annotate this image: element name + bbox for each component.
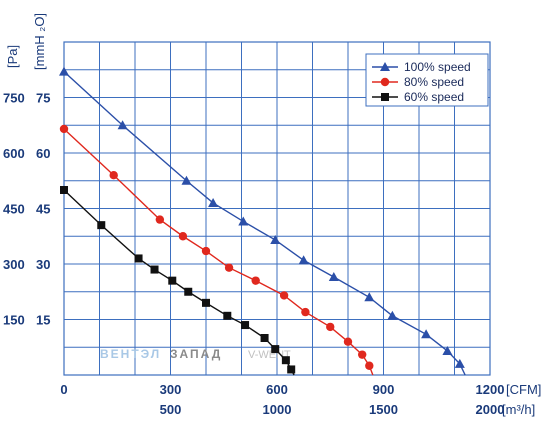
legend-label: 80% speed [404,75,464,89]
x-tick-cfm: 600 [266,382,288,397]
marker-circle [201,246,211,256]
x-tick-cfm: 300 [160,382,182,397]
marker-circle [301,307,310,317]
marker-square [150,265,159,274]
axis-labels: 0 300 600 900 1200 500 1000 1500 2000[CFM] [m³/h]… [3,13,541,417]
watermark: ВЕНТЭЛ ЗАПАД V-WENT [100,347,291,361]
marker-triangle [59,66,69,76]
marker-circle [380,77,390,87]
marker-circle [365,361,374,370]
series-line [63,128,374,376]
x-tick-m3h: 1000 [263,402,292,417]
marker-square [260,334,269,342]
legend-label: 60% speed [404,90,464,104]
marker-square [168,276,177,285]
marker-circle [59,124,69,134]
y-tick-mmh2o: 15 [36,313,50,328]
watermark-part1: ВЕНТЭЛ [100,347,161,361]
x-tick-cfm: 900 [373,382,395,397]
marker-circle [279,291,289,300]
x-tick-cfm: 0 [60,382,67,397]
y-tick-mmh2o: 75 [36,91,50,106]
series-line [63,71,466,376]
y-tick-mmh2o: 45 [36,202,50,217]
marker-triangle [454,358,465,368]
marker-square [271,345,280,354]
marker-square [202,298,210,307]
marker-square [134,254,143,263]
marker-triangle [208,197,219,207]
x-unit-cfm: [CFM] [506,382,541,397]
marker-circle [155,215,165,224]
marker-square [287,365,296,374]
x-unit-m3h: [m³/h] [502,402,535,417]
marker-triangle [270,234,281,244]
y-tick-pa: 300 [3,257,25,272]
marker-triangle [328,271,339,281]
x-tick-m3h: 500 [160,402,182,417]
y-tick-mmh2o: 30 [36,257,50,272]
marker-circle [109,171,118,180]
marker-triangle [380,62,390,71]
marker-circle [343,337,353,346]
marker-circle [251,276,260,285]
marker-triangle [387,310,398,320]
marker-square [184,287,193,296]
marker-triangle [298,255,309,265]
marker-square [241,321,250,330]
marker-square [223,311,232,320]
marker-triangle [181,175,192,185]
marker-circle [178,232,188,241]
y-unit-mmh2o: [mmH ₂O] [32,13,47,70]
y-tick-mmh2o: 60 [36,146,50,161]
marker-circle [326,322,335,332]
marker-triangle [421,329,432,339]
y-unit-pa: [Pa] [5,45,20,68]
marker-triangle [117,120,128,130]
marker-circle [224,263,234,272]
series-circle [59,124,374,376]
marker-square [281,356,290,365]
watermark-part2: ЗАПАД [170,347,222,361]
x-tick-cfm: 1200 [476,382,505,397]
y-tick-pa: 150 [3,313,25,328]
marker-triangle [238,216,249,226]
marker-triangle [442,345,453,355]
series-layer [59,66,466,376]
marker-square [60,186,68,194]
y-tick-pa: 600 [3,146,25,161]
marker-square [97,221,106,230]
x-tick-m3h: 1500 [369,402,398,417]
plot-frame [63,41,491,376]
y-tick-pa: 450 [3,202,25,217]
marker-circle [358,350,367,359]
y-tick-pa: 750 [3,91,25,106]
series-square [60,186,296,376]
watermark-part3: V-WENT [248,349,291,361]
series-triangle [59,66,466,376]
x-tick-m3h: 2000 [476,402,505,417]
marker-square [381,93,389,101]
marker-triangle [364,292,375,302]
legend-label: 100% speed [404,60,471,74]
